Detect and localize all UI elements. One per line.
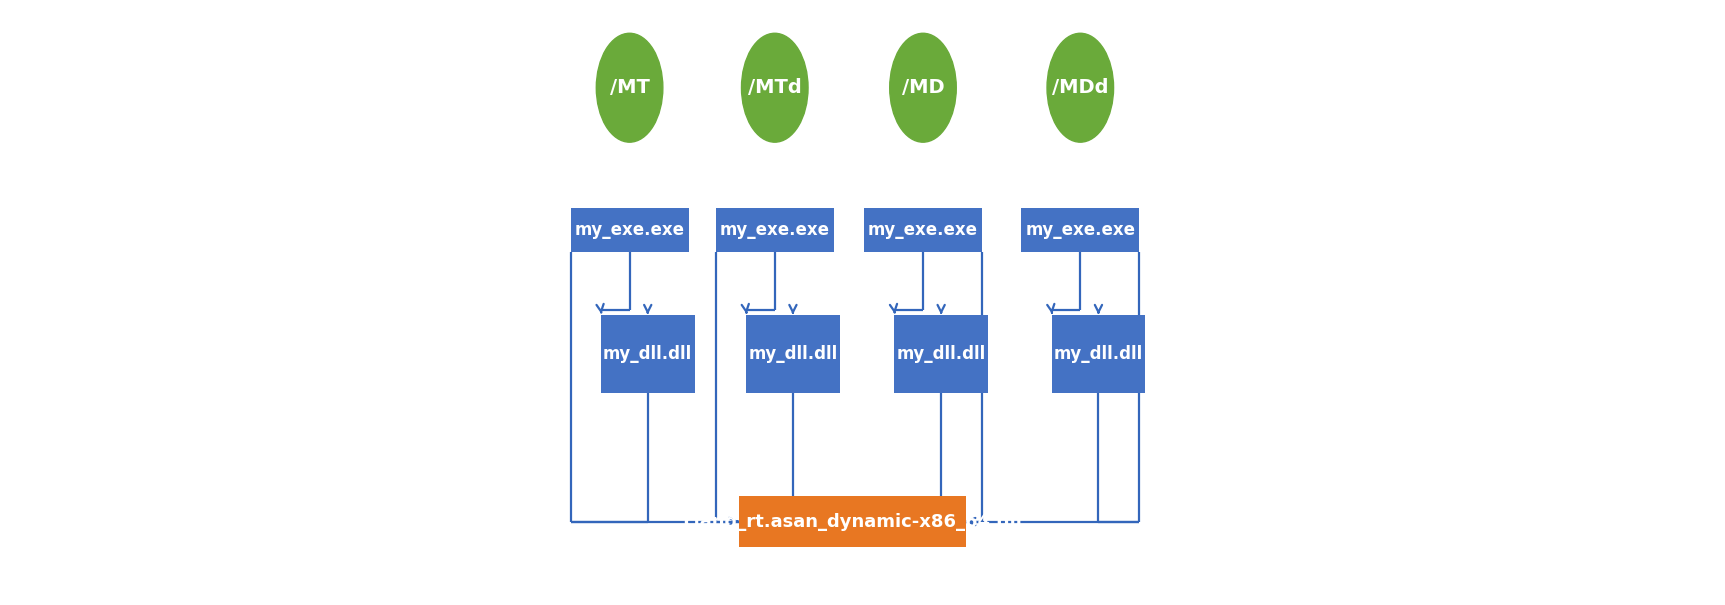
Ellipse shape (742, 33, 807, 142)
Text: my_dll.dll: my_dll.dll (749, 345, 838, 363)
FancyBboxPatch shape (864, 208, 982, 252)
Text: /MTd: /MTd (749, 78, 802, 97)
FancyBboxPatch shape (745, 315, 840, 393)
Text: my_dll.dll: my_dll.dll (1054, 345, 1144, 363)
FancyBboxPatch shape (571, 208, 688, 252)
Text: my_exe.exe: my_exe.exe (1025, 221, 1135, 239)
FancyBboxPatch shape (716, 208, 833, 252)
FancyBboxPatch shape (600, 315, 695, 393)
Ellipse shape (597, 33, 662, 142)
Text: /MT: /MT (609, 78, 650, 97)
Text: /MDd: /MDd (1052, 78, 1109, 97)
Text: /MD: /MD (902, 78, 944, 97)
FancyBboxPatch shape (1021, 208, 1138, 252)
Text: clang_rt.asan_dynamic-x86_64.dll: clang_rt.asan_dynamic-x86_64.dll (683, 512, 1021, 531)
FancyBboxPatch shape (738, 496, 966, 547)
Text: my_exe.exe: my_exe.exe (719, 221, 830, 239)
FancyBboxPatch shape (894, 315, 988, 393)
Ellipse shape (1047, 33, 1114, 142)
Text: my_exe.exe: my_exe.exe (574, 221, 685, 239)
Text: my_exe.exe: my_exe.exe (868, 221, 978, 239)
Text: my_dll.dll: my_dll.dll (604, 345, 692, 363)
FancyBboxPatch shape (1052, 315, 1145, 393)
Text: my_dll.dll: my_dll.dll (897, 345, 985, 363)
Ellipse shape (890, 33, 956, 142)
